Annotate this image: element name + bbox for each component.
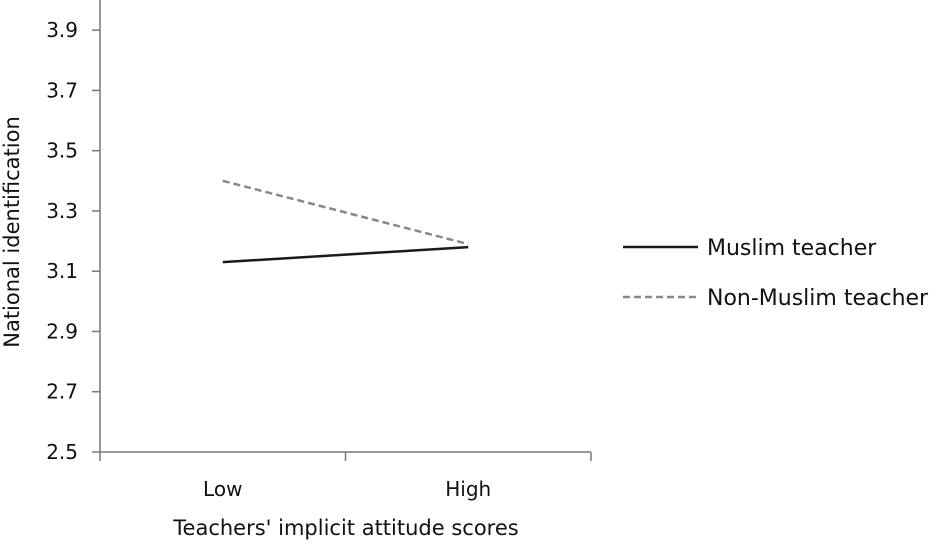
y-tick-label: 3.1 <box>46 259 78 283</box>
y-tick-label: 3.7 <box>46 78 78 102</box>
x-tick-label: High <box>445 477 491 501</box>
y-tick-label: 2.5 <box>46 440 78 464</box>
y-axis-ticks: 2.5 2.7 2.9 3.1 3.3 3.5 3.7 3.9 <box>46 18 100 464</box>
legend-label-1: Muslim teacher <box>707 236 877 261</box>
series-line-1 <box>222 245 469 264</box>
x-tick-label: Low <box>203 477 242 501</box>
y-tick-label: 2.7 <box>46 380 78 404</box>
y-tick-label: 2.9 <box>46 319 78 343</box>
series-lines <box>222 179 469 264</box>
x-axis-ticks: Low High <box>99 452 592 501</box>
axes <box>99 0 591 453</box>
series-line-2 <box>222 179 469 246</box>
x-axis-title: Teachers' implicit attitude scores <box>172 516 518 540</box>
legend-label-2: Non-Muslim teacher <box>707 286 929 311</box>
legend: Muslim teacher Non-Muslim teacher <box>623 236 929 311</box>
y-tick-label: 3.9 <box>46 18 78 42</box>
y-tick-label: 3.5 <box>46 139 78 163</box>
y-axis-title: National identification <box>0 116 24 348</box>
y-tick-label: 3.3 <box>46 199 78 223</box>
